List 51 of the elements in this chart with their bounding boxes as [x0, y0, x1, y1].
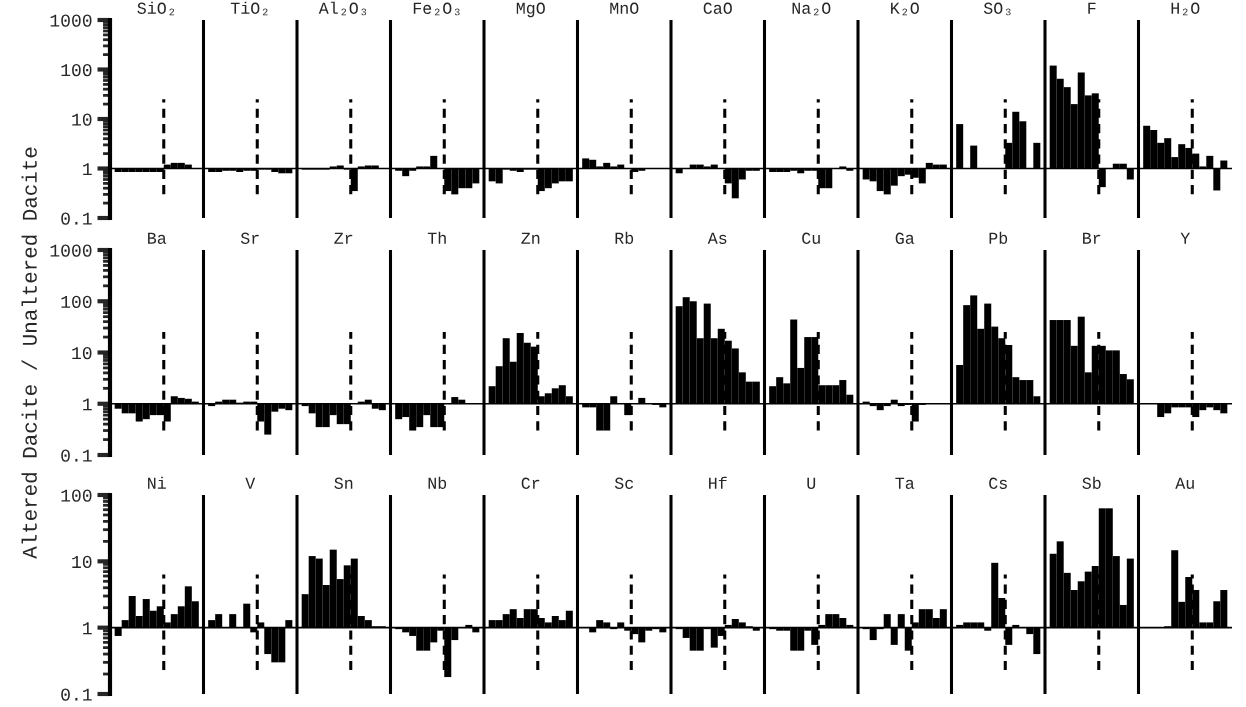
x-tick-label: MnO [610, 2, 639, 14]
x-tick-label: Sc [614, 477, 634, 489]
y-tick-label: 100 [61, 295, 92, 308]
x-tick-label: Ga [895, 232, 915, 244]
y-tick-label: 10 [72, 113, 92, 126]
x-tick-label: Na₂O [792, 2, 831, 16]
x-tick-label: K₂O [891, 2, 919, 16]
x-tick-label: Cs [989, 477, 1007, 489]
x-tick-label: Sb [1082, 476, 1101, 489]
x-tick-label: CaO [703, 2, 732, 14]
x-tick-label: SO₃ [983, 2, 1011, 16]
y-tick-label: 0.1 [61, 688, 92, 701]
x-tick-label: Sn [334, 477, 353, 489]
x-tick-label: MgO [516, 2, 545, 18]
y-tick-label: 1 [83, 398, 92, 411]
y-tick-label: 1 [83, 163, 92, 176]
x-tick-label: Cr [521, 477, 540, 489]
y-tick-label: 1000 [50, 244, 92, 257]
x-tick-label: Ta [895, 477, 915, 489]
x-tick-label: H₂O [1171, 2, 1200, 16]
y-tick-label: 100 [61, 63, 92, 77]
x-tick-label: Hf [709, 476, 727, 489]
x-tick-label: F [1088, 2, 1096, 14]
x-tick-label: Al₂O₃ [318, 1, 367, 16]
x-tick-label: Cu [802, 232, 820, 244]
x-tick-label: Th [427, 231, 446, 244]
y-tick-label: 0.1 [61, 449, 92, 462]
x-tick-label: Y [1180, 232, 1190, 244]
x-tick-label: Zr [334, 232, 353, 244]
y-axis-title: Altered Dacite / Unaltered Dacite [21, 147, 37, 559]
x-tick-label: Zn [521, 232, 540, 244]
y-tick-label: 10 [72, 346, 92, 360]
y-tick-label: 1 [83, 622, 92, 635]
y-tick-label: 100 [61, 489, 92, 502]
x-tick-label: TiO₂ [230, 1, 268, 16]
x-tick-label: Fe₂O₃ [413, 2, 460, 16]
x-tick-label: V [245, 477, 256, 489]
x-tick-label: As [707, 232, 727, 244]
x-tick-label: U [807, 477, 816, 489]
x-tick-label: SiO₂ [137, 1, 175, 16]
y-tick-label: 0.1 [61, 212, 92, 225]
y-tick-label: 1000 [50, 14, 92, 27]
x-tick-label: Sr [240, 232, 259, 244]
x-tick-label: Nb [428, 476, 447, 489]
x-tick-label: Pb [989, 231, 1008, 244]
x-tick-label: Au [1175, 477, 1194, 489]
x-tick-label: Rb [615, 231, 634, 244]
x-tick-label: Br [1083, 232, 1101, 244]
x-tick-label: Ni [148, 476, 166, 489]
x-tick-label: Ba [148, 232, 167, 244]
y-tick-label: 10 [72, 555, 92, 569]
